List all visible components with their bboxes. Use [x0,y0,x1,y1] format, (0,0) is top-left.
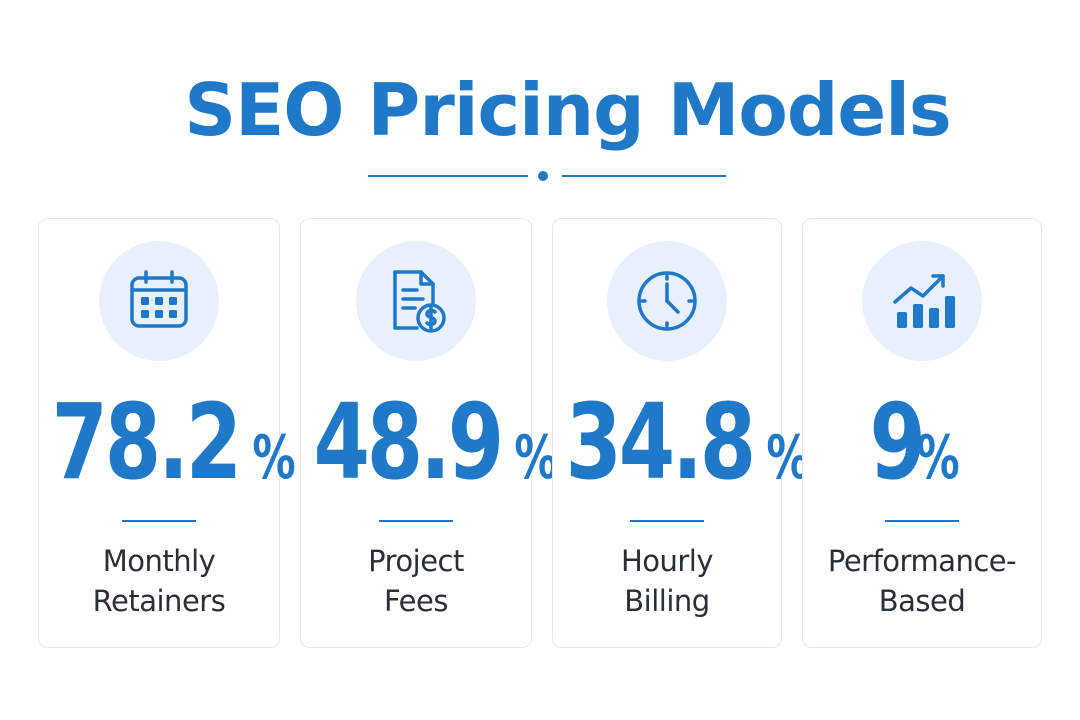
growth-chart-icon [862,241,982,361]
stat-value: 9% [869,381,960,503]
stat-value: 78.2% [51,381,296,503]
card-monthly-retainers: 78.2% Monthly Retainers [38,218,296,648]
title-divider-right [562,175,726,177]
card-label: Hourly Billing [620,544,714,618]
card-performance-based: 9% Performance- Based [802,218,1042,648]
card-label: Performance- Based [827,544,1017,618]
page-title: SEO Pricing Models [184,68,952,152]
stat-underline [885,520,959,522]
stat-underline [630,520,704,522]
card-project-fees: 48.9% Project Fees [300,218,558,648]
clock-icon [607,241,727,361]
stat-underline [379,520,453,522]
title-divider-left [368,175,528,177]
card-hourly-billing: 34.8% Hourly Billing [552,218,810,648]
stat-value: 34.8% [565,381,810,503]
stat-value: 48.9% [313,381,558,503]
calendar-icon [99,241,219,361]
invoice-dollar-icon [356,241,476,361]
stat-underline [122,520,196,522]
title-divider-dot [538,171,548,181]
card-label: Monthly Retainers [92,544,226,618]
card-label: Project Fees [368,544,464,618]
